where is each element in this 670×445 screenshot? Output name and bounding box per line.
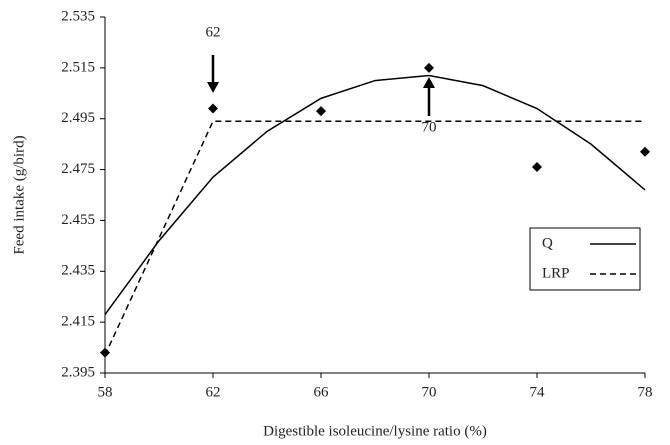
line-solid [104,74,646,315]
data-point [208,103,218,114]
x-tick-label: 74 [530,384,546,400]
y-axis-label: Feed intake (g/bird) [11,135,27,254]
data-point [424,62,434,73]
x-axis-label: Digestible isoleucine/lysine ratio (%) [263,423,487,439]
data-point [532,162,542,173]
x-tick-label: 66 [314,384,330,400]
y-tick-label: 2.415 [61,314,95,330]
annotation-arrowhead [207,82,219,93]
annotation-label: 70 [422,119,437,135]
annotation-label: 62 [206,24,221,40]
x-tick-label: 70 [422,384,437,400]
annotation-arrowhead [423,77,435,88]
y-tick-label: 2.395 [61,364,95,380]
legend-box [529,227,641,291]
x-tick-label: 58 [98,384,113,400]
line-dashed [104,120,645,356]
legend-label: Q [542,235,553,251]
data-point [316,106,326,117]
y-tick-label: 2.475 [61,161,95,177]
y-tick-label: 2.515 [61,59,95,75]
y-tick-label: 2.495 [61,110,95,126]
data-point [100,347,110,358]
y-tick-label: 2.535 [61,8,95,24]
y-tick-label: 2.455 [61,212,95,228]
y-tick-label: 2.435 [61,263,95,279]
data-point [640,146,650,157]
x-tick-label: 62 [206,384,221,400]
x-tick-label: 78 [638,384,653,400]
legend-label: LRP [542,265,570,281]
